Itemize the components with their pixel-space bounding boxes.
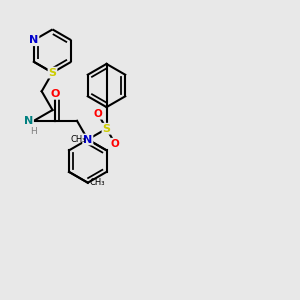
Text: S: S bbox=[103, 124, 110, 134]
Text: N: N bbox=[24, 116, 33, 126]
Text: H: H bbox=[30, 127, 37, 136]
Text: N: N bbox=[83, 134, 92, 145]
Text: O: O bbox=[111, 139, 119, 149]
Text: O: O bbox=[51, 89, 60, 99]
Text: S: S bbox=[49, 68, 56, 78]
Text: N: N bbox=[29, 35, 38, 45]
Text: O: O bbox=[94, 109, 102, 119]
Text: CH₃: CH₃ bbox=[89, 178, 105, 187]
Text: CH₃: CH₃ bbox=[71, 135, 86, 144]
